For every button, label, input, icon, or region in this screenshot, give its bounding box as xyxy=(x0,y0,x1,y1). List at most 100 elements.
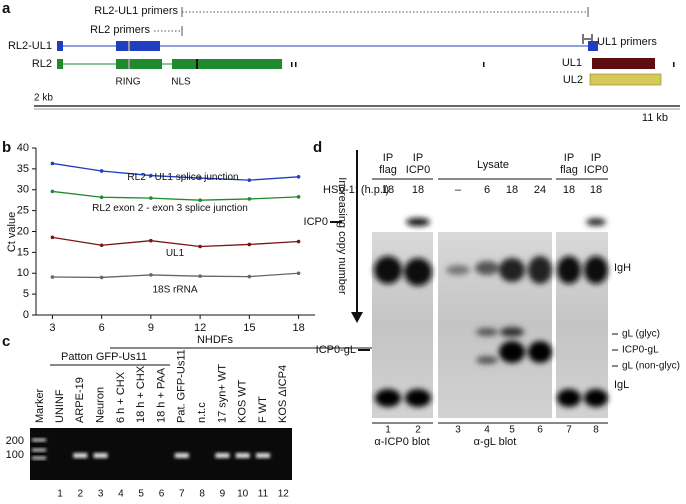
time-label: 18 xyxy=(382,184,394,196)
series-line xyxy=(52,272,299,279)
marker-band xyxy=(32,448,46,452)
lane-number: 7 xyxy=(566,425,572,436)
point xyxy=(198,198,202,202)
lane-number: 8 xyxy=(199,489,205,500)
ip-header: ICP0 xyxy=(584,164,608,176)
exon-mark xyxy=(128,41,130,51)
point xyxy=(50,235,55,240)
annotation: Increasing copy number xyxy=(336,177,348,295)
gel-band xyxy=(73,453,88,458)
lane-number: 5 xyxy=(509,425,515,436)
mark xyxy=(291,62,293,67)
ip-header: IP xyxy=(413,152,423,164)
point xyxy=(247,274,252,279)
mark xyxy=(673,62,675,67)
y-tick-label: 25 xyxy=(17,205,29,217)
scale-label: 11 kb xyxy=(642,112,668,124)
lane-number: 11 xyxy=(258,489,269,500)
lane-number: 10 xyxy=(237,489,249,500)
band-label: IgH xyxy=(614,262,631,274)
mark xyxy=(483,62,485,67)
point xyxy=(149,273,153,277)
gel-band xyxy=(93,453,108,458)
ip-header: flag xyxy=(560,164,578,176)
marker-band xyxy=(32,456,46,460)
point xyxy=(296,239,301,244)
point xyxy=(247,242,252,247)
band-label: ICP0 xyxy=(304,216,328,228)
gel-band xyxy=(235,453,250,458)
exon xyxy=(172,59,282,69)
point xyxy=(50,275,55,279)
lane-label: Pat. GFP-Us11 xyxy=(176,349,188,423)
exon xyxy=(116,41,160,51)
series-label: RL2 - UL1 splice junction xyxy=(127,172,238,183)
y-tick-label: 5 xyxy=(23,288,29,300)
lane-label: 18 h + CHX xyxy=(135,365,147,423)
time-label: 18 xyxy=(563,184,575,196)
ip-header: ICP0 xyxy=(406,164,430,176)
point xyxy=(198,176,202,180)
time-label: – xyxy=(455,184,462,196)
lane-label: F WT xyxy=(257,396,269,423)
point xyxy=(149,196,153,200)
lane-number: 4 xyxy=(118,489,124,500)
series-label: UL1 xyxy=(166,248,185,259)
y-axis-label: Ct value xyxy=(6,212,18,252)
primer-label: UL1 primers xyxy=(597,36,657,48)
y-tick-label: 35 xyxy=(17,163,29,175)
x-tick-label: 15 xyxy=(243,322,255,334)
y-tick-label: 20 xyxy=(17,225,29,237)
gel-band xyxy=(256,453,270,458)
primer-label: RL2-UL1 primers xyxy=(94,5,178,17)
ip-header: IP xyxy=(383,152,393,164)
lane-label: Neuron xyxy=(95,387,107,423)
lane-number: 2 xyxy=(78,489,84,500)
y-tick-label: 10 xyxy=(17,267,29,279)
y-tick-label: 40 xyxy=(17,142,29,154)
arrow-head xyxy=(351,312,363,323)
group-label: Lysate xyxy=(477,159,509,171)
transcript-label: UL2 xyxy=(563,74,583,86)
marker-band xyxy=(32,438,46,442)
y-tick-label: 15 xyxy=(17,246,29,258)
point xyxy=(149,173,153,178)
exon xyxy=(116,59,162,69)
lane-number: 1 xyxy=(57,489,63,500)
point xyxy=(198,274,202,278)
panel-letter: a xyxy=(2,0,11,17)
domain-label: RING xyxy=(116,77,141,88)
panel-letter: b xyxy=(2,139,11,156)
panel-letter: d xyxy=(313,139,322,156)
lane-number: 3 xyxy=(98,489,104,500)
lane-number: 8 xyxy=(593,425,599,436)
point xyxy=(198,244,202,249)
gene-map: RL2-UL1 primers RL2 primers UL1 primers … xyxy=(8,5,680,124)
band-label: ICP0-gL xyxy=(316,344,356,356)
lane-label: 17 syn+ WT xyxy=(216,364,228,423)
transcript-label: RL2-UL1 xyxy=(8,40,52,52)
ip-header: IP xyxy=(564,152,574,164)
exon xyxy=(57,41,63,51)
lane-label: 6 h + CHX xyxy=(115,371,127,423)
lane-label: 18 h + PAA xyxy=(155,367,167,423)
series-line xyxy=(52,190,299,201)
point xyxy=(99,275,104,280)
point xyxy=(247,197,252,201)
time-label: 6 xyxy=(484,184,490,196)
point xyxy=(99,243,104,248)
gel-band xyxy=(215,453,230,458)
lane-number: 2 xyxy=(415,425,421,436)
x-tick-label: 9 xyxy=(148,322,154,334)
lane-label: KOS WT xyxy=(237,379,249,423)
gel-band xyxy=(174,453,189,458)
primer-label: RL2 primers xyxy=(90,24,150,36)
ct-chart: Ct value Increasing copy number 0 5 10 15 20… xyxy=(6,142,363,334)
point xyxy=(99,169,104,173)
mark xyxy=(295,62,297,67)
domain-label: NLS xyxy=(171,77,191,88)
blot-label: α-gL blot xyxy=(474,436,517,448)
transcript-label: UL1 xyxy=(562,57,582,69)
bands xyxy=(374,218,608,407)
